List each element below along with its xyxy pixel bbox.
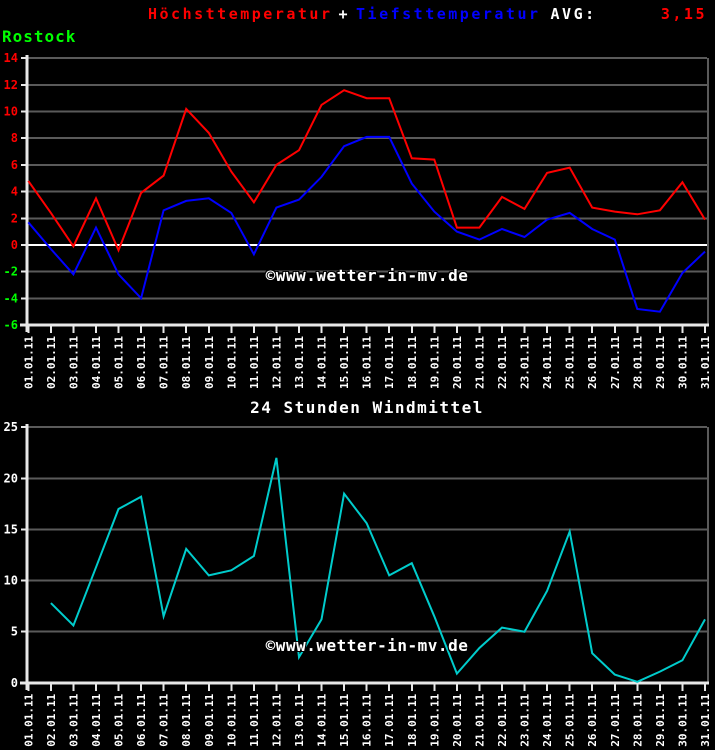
max-temp-legend-label: Höchsttemperatur xyxy=(148,5,333,23)
x-tick-label: 19.01.11 xyxy=(428,336,441,389)
x-tick-label: 26.01.11 xyxy=(586,693,599,746)
legend-plus-sign: + xyxy=(338,5,351,23)
x-tick-label: 10.01.11 xyxy=(225,693,238,746)
y-tick-label: 4 xyxy=(11,185,18,199)
y-tick-label: 10 xyxy=(4,105,18,119)
x-tick-label: 29.01.11 xyxy=(654,693,667,746)
x-tick-label: 08.01.11 xyxy=(180,336,193,389)
y-tick-label: 20 xyxy=(4,471,18,485)
x-tick-label: 28.01.11 xyxy=(631,693,644,746)
x-tick-label: 25.01.11 xyxy=(564,336,577,389)
x-tick-label: 09.01.11 xyxy=(203,693,216,746)
x-tick-label: 26.01.11 xyxy=(586,336,599,389)
chart-header: Höchsttemperatur + Tiefsttemperatur AVG:… xyxy=(148,5,707,23)
x-tick-label: 02.01.11 xyxy=(45,336,58,389)
x-tick-label: 02.01.11 xyxy=(45,693,58,746)
x-tick-label: 30.01.11 xyxy=(676,336,689,389)
y-tick-label: 8 xyxy=(11,131,18,145)
x-tick-label: 10.01.11 xyxy=(225,336,238,389)
x-tick-label: 24.01.11 xyxy=(541,693,554,746)
x-tick-label: 05.01.11 xyxy=(113,693,126,746)
x-tick-label: 11.01.11 xyxy=(248,693,261,746)
x-tick-label: 22.01.11 xyxy=(496,693,509,746)
x-tick-label: 20.01.11 xyxy=(451,693,464,746)
x-tick-label: 13.01.11 xyxy=(293,336,306,389)
x-tick-label: 17.01.11 xyxy=(383,336,396,389)
x-tick-label: 15.01.11 xyxy=(338,693,351,746)
series-line-Windmittel xyxy=(50,457,706,683)
x-tick-label: 25.01.11 xyxy=(564,693,577,746)
x-tick-label: 31.01.11 xyxy=(699,336,712,389)
x-tick-label: 12.01.11 xyxy=(270,693,283,746)
series-line-Tiefsttemperatur xyxy=(27,135,706,313)
x-tick-label: 28.01.11 xyxy=(631,336,644,389)
y-tick-label: 25 xyxy=(4,420,18,434)
y-tick-label: 0 xyxy=(11,676,18,690)
x-tick-label: 31.01.11 xyxy=(699,693,712,746)
avg-label: AVG: xyxy=(550,5,597,23)
x-tick-label: 21.01.11 xyxy=(473,336,486,389)
x-tick-label: 09.01.11 xyxy=(203,336,216,389)
x-tick-label: 24.01.11 xyxy=(541,336,554,389)
x-tick-label: 14.01.11 xyxy=(316,693,329,746)
y-tick-label: 0 xyxy=(11,238,18,252)
x-tick-label: 03.01.11 xyxy=(67,693,80,746)
x-tick-label: 23.01.11 xyxy=(519,336,532,389)
y-tick-label: -4 xyxy=(4,291,18,305)
x-tick-label: 16.01.11 xyxy=(361,693,374,746)
x-tick-label: 07.01.11 xyxy=(158,336,171,389)
x-tick-label: 13.01.11 xyxy=(293,693,306,746)
x-tick-label: 17.01.11 xyxy=(383,693,396,746)
x-tick-label: 06.01.11 xyxy=(135,336,148,389)
x-tick-label: 11.01.11 xyxy=(248,336,261,389)
y-tick-label: 2 xyxy=(11,211,18,225)
y-tick-label: 12 xyxy=(4,78,18,92)
series-line-Höchsttemperatur xyxy=(27,89,706,253)
x-tick-label: 20.01.11 xyxy=(451,336,464,389)
x-tick-label: 08.01.11 xyxy=(180,693,193,746)
y-tick-label: 5 xyxy=(11,625,18,639)
y-tick-label: 10 xyxy=(4,574,18,588)
wind-chart-title: 24 Stunden Windmittel xyxy=(250,398,484,417)
x-tick-label: 05.01.11 xyxy=(113,336,126,389)
x-tick-label: 30.01.11 xyxy=(676,693,689,746)
x-tick-label: 12.01.11 xyxy=(270,336,283,389)
x-tick-label: 22.01.11 xyxy=(496,336,509,389)
x-tick-label: 15.01.11 xyxy=(338,336,351,389)
x-tick-label: 01.01.11 xyxy=(22,336,35,389)
watermark-wind-chart: ©www.wetter-in-mv.de xyxy=(265,636,469,655)
station-name: Rostock xyxy=(2,27,77,46)
x-tick-label: 07.01.11 xyxy=(158,693,171,746)
x-tick-label: 06.01.11 xyxy=(135,693,148,746)
x-tick-label: 27.01.11 xyxy=(609,336,622,389)
x-tick-label: 03.01.11 xyxy=(67,336,80,389)
x-tick-label: 23.01.11 xyxy=(519,693,532,746)
x-tick-label: 01.01.11 xyxy=(22,693,35,746)
y-tick-label: 14 xyxy=(4,51,18,65)
x-tick-label: 21.01.11 xyxy=(473,693,486,746)
x-tick-label: 18.01.11 xyxy=(406,693,419,746)
min-temp-legend-label: Tiefsttemperatur xyxy=(356,5,541,23)
wind-chart: 25 20 15 10 5 0 01.01.11 02.01.11 03.01.11 04.01.… xyxy=(4,420,712,747)
y-tick-label: -6 xyxy=(4,318,18,332)
x-tick-label: 14.01.11 xyxy=(316,336,329,389)
x-tick-label: 04.01.11 xyxy=(90,336,103,389)
y-tick-label: 15 xyxy=(4,522,18,536)
x-tick-label: 16.01.11 xyxy=(361,336,374,389)
y-tick-label: -2 xyxy=(4,265,18,279)
x-tick-label: 04.01.11 xyxy=(90,693,103,746)
x-tick-label: 27.01.11 xyxy=(609,693,622,746)
x-tick-label: 29.01.11 xyxy=(654,336,667,389)
x-tick-label: 18.01.11 xyxy=(406,336,419,389)
avg-value: 3,15 xyxy=(660,5,707,23)
y-tick-label: 6 xyxy=(11,158,18,172)
temperature-chart: 14 12 10 8 6 4 2 0 -2 -4 -6 01.01.11 02.01.11 03.01.1… xyxy=(4,51,712,389)
watermark-temperature-chart: ©www.wetter-in-mv.de xyxy=(265,266,469,285)
x-tick-label: 19.01.11 xyxy=(428,693,441,746)
